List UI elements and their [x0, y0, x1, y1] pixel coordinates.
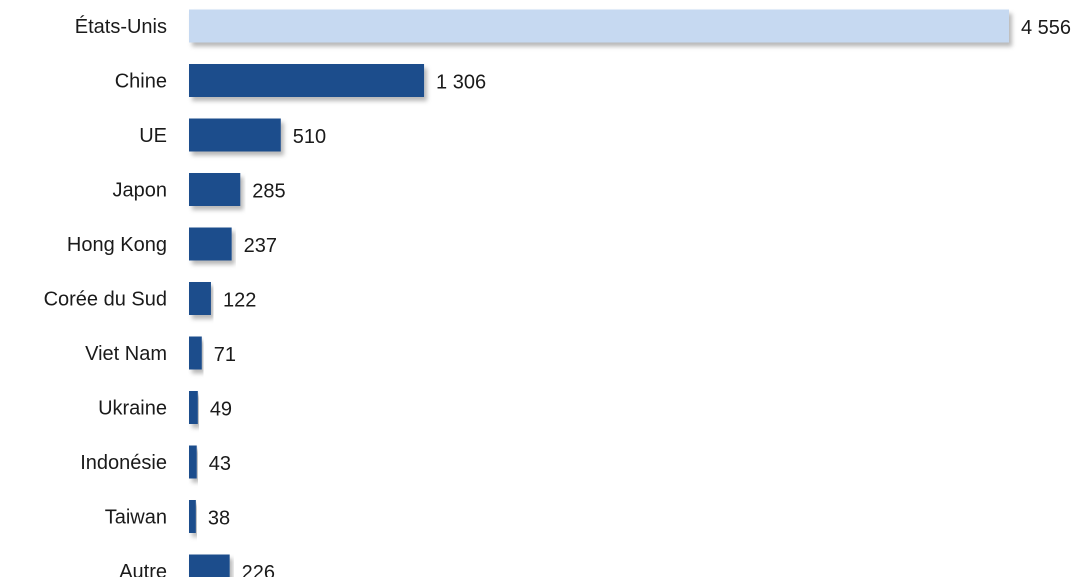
category-label-autre: Autre	[119, 561, 167, 577]
bars	[189, 9, 1009, 582]
value-label-indonesie: 43	[209, 453, 231, 475]
value-label-chine: 1 306	[436, 72, 486, 94]
value-label-viet-nam: 71	[214, 344, 236, 366]
bar-autre	[189, 554, 230, 582]
category-label-chine: Chine	[115, 71, 167, 93]
value-label-japon: 285	[252, 181, 285, 203]
bar-ukraine	[189, 391, 198, 424]
bar-japon	[189, 173, 241, 206]
category-label-hong-kong: Hong Kong	[67, 234, 167, 256]
bar-chine	[189, 64, 425, 97]
value-label-etats-unis: 4 556	[1021, 17, 1071, 39]
bar-coree-du-sud	[189, 282, 211, 315]
value-label-coree-du-sud: 122	[223, 290, 256, 312]
value-label-ue: 510	[293, 126, 326, 148]
bar-ue	[189, 118, 281, 152]
category-label-ukraine: Ukraine	[98, 398, 167, 420]
category-label-ue: UE	[139, 125, 167, 147]
category-label-indonesie: Indonésie	[80, 452, 167, 474]
bar-etats-unis	[189, 9, 1009, 43]
bar-hong-kong	[189, 227, 232, 261]
value-label-autre: 226	[242, 562, 275, 577]
bar-taiwan	[189, 500, 196, 533]
category-labels: États-Unis Chine UE Japon Hong Kong Corée du …	[44, 15, 168, 582]
value-label-taiwan: 38	[208, 508, 230, 530]
category-label-coree-du-sud: Corée du Sud	[44, 289, 167, 311]
value-label-hong-kong: 237	[244, 235, 277, 257]
value-labels: 4 556 1 306 510 285 237 122 71 49 43 38 226	[208, 17, 1071, 582]
value-label-ukraine: 49	[210, 399, 232, 421]
category-label-taiwan: Taiwan	[105, 507, 167, 529]
bar-indonesie	[189, 445, 197, 479]
category-label-viet-nam: Viet Nam	[85, 343, 167, 365]
category-label-etats-unis: États-Unis	[75, 15, 167, 38]
category-label-japon: Japon	[113, 180, 168, 202]
bar-viet-nam	[189, 336, 202, 370]
